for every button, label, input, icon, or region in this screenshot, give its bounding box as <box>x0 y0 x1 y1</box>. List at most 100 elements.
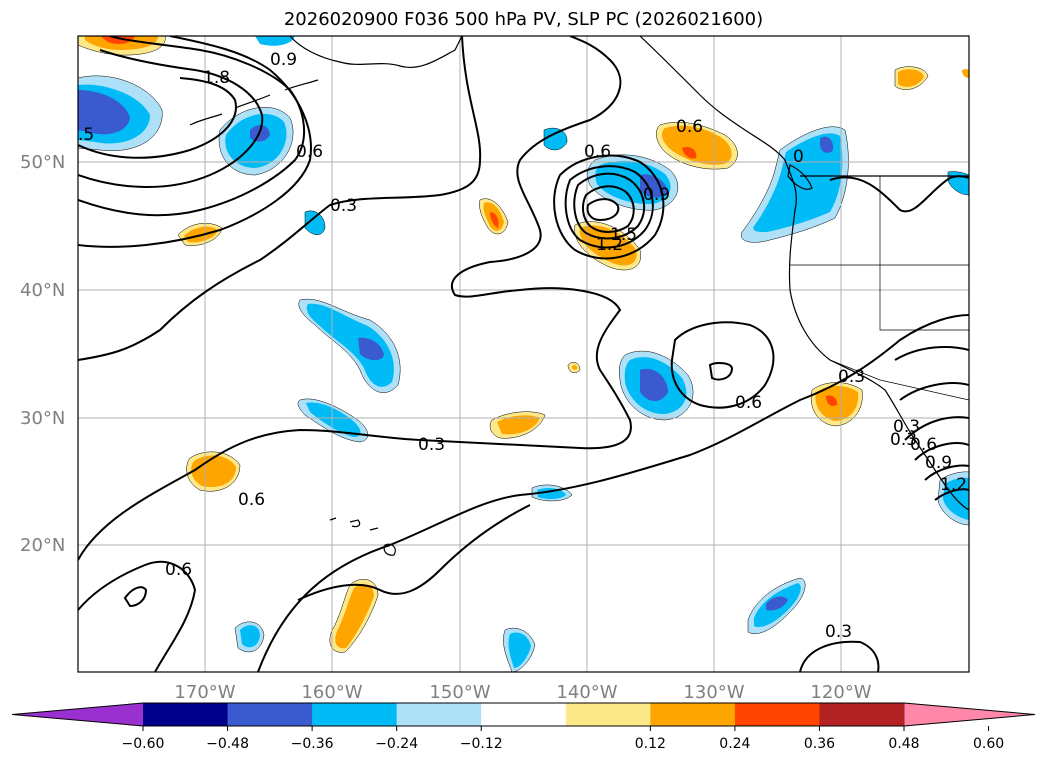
contour-label: 0.6 <box>165 560 192 580</box>
lat-label: 50°N <box>20 152 65 173</box>
contour-label: 0.3 <box>418 435 445 455</box>
contour-label: 0.9 <box>925 453 952 473</box>
longitude-labels: 170°W 160°W 150°W 140°W 130°W 120°W <box>174 682 871 703</box>
state-border <box>790 176 969 401</box>
pv-blob <box>240 625 260 648</box>
contour-label: 1.5 <box>610 225 637 245</box>
colorbar-tick-label: −0.12 <box>460 736 503 752</box>
panhandle-coast <box>639 36 969 511</box>
colorbar-tick-label: 0.24 <box>719 736 750 752</box>
contour-line <box>78 77 237 159</box>
colorbar-bin <box>227 703 313 726</box>
pv-blob <box>191 455 236 488</box>
contour-label: 0.9 <box>643 185 670 205</box>
colorbar-tick-label: 0.60 <box>973 736 1004 752</box>
contour-label: 0.6 <box>238 490 265 510</box>
pv-blob <box>572 365 578 370</box>
contour-label: 1.2 <box>596 235 623 255</box>
contour-label: 0.3 <box>825 622 852 642</box>
colorbar-bin <box>396 703 482 726</box>
contour-line <box>297 504 531 601</box>
colorbar-extend-min <box>12 703 143 726</box>
contour-line <box>553 154 665 260</box>
pv-blob <box>640 368 668 401</box>
contour-label: 0.6 <box>296 142 323 162</box>
contour-labels: 1.8 0.9 0.6 0.3 0.6 0.9 1.5 1.2 0.6 0.6 … <box>78 50 967 642</box>
contour-line <box>829 175 969 213</box>
coastlines <box>189 36 969 556</box>
colorbar-bin <box>481 703 567 726</box>
contour-label: 1.8 <box>203 68 230 88</box>
contour-line <box>78 49 264 188</box>
lon-label: 150°W <box>429 682 490 703</box>
contour-label: 0.6 <box>735 393 762 413</box>
pv-blob <box>508 632 531 668</box>
contour-line <box>799 640 880 672</box>
pv-blob <box>962 69 969 78</box>
colorbar-bin <box>312 703 398 726</box>
pv-blob <box>682 147 697 159</box>
contour-line <box>257 314 969 672</box>
pv-blob <box>335 583 374 649</box>
contour-label: 0.3 <box>893 417 920 437</box>
contour-line <box>573 172 646 240</box>
lat-label: 30°N <box>20 408 65 429</box>
colorbar-tick-label: 0.48 <box>888 736 919 752</box>
colorbar-tick-label: −0.60 <box>122 736 165 752</box>
lon-label: 170°W <box>174 682 235 703</box>
colorbar-tick-label: −0.24 <box>375 736 418 752</box>
contour-line <box>78 36 312 248</box>
contour-label: 0.3 <box>890 430 917 450</box>
lat-label: 20°N <box>20 535 65 556</box>
contour-label: 0.9 <box>270 50 297 70</box>
hawaii-islands <box>329 517 396 556</box>
colorbar-tick-label: −0.36 <box>291 736 334 752</box>
slp-contours <box>78 36 969 672</box>
pv-negative-anomalies <box>78 36 969 672</box>
contour-label: .5 <box>78 125 94 145</box>
colorbar-bin <box>819 703 905 726</box>
pv-blob <box>820 136 834 153</box>
colorbar-bin <box>565 703 651 726</box>
lon-label: 160°W <box>301 682 362 703</box>
pv-blob <box>543 127 568 151</box>
colorbar-extend-max <box>904 703 1035 726</box>
contour-label: 0.6 <box>910 435 937 455</box>
latitude-labels: 50°N 40°N 30°N 20°N <box>20 152 65 556</box>
pv-positive-anomalies <box>78 36 969 653</box>
vancouver-island <box>787 164 813 190</box>
colorbar-tick-label: −0.48 <box>206 736 249 752</box>
contour-line <box>670 321 775 409</box>
contour-label: 0.6 <box>676 117 703 137</box>
colorbar-bin <box>143 703 229 726</box>
pv-blob <box>255 36 295 46</box>
contour-line <box>78 36 632 561</box>
pv-blob <box>306 402 361 437</box>
pv-blob <box>497 415 540 435</box>
pv-blob <box>766 596 788 611</box>
alaska-coast <box>289 36 463 68</box>
contour-line <box>581 185 635 233</box>
contour-label: 0.3 <box>330 196 357 216</box>
lon-label: 120°W <box>810 682 871 703</box>
contour-line <box>708 362 734 381</box>
contour-line <box>123 586 148 608</box>
pv-blob <box>78 90 130 135</box>
contour-label: 0.6 <box>584 142 611 162</box>
contour-label: 0 <box>793 147 804 167</box>
pv-blob <box>306 303 394 387</box>
plot-border <box>77 35 970 673</box>
pv-blob <box>100 36 135 44</box>
lon-label: 140°W <box>556 682 617 703</box>
colorbar-tick-label: 0.36 <box>804 736 835 752</box>
map-title: 2026020900 F036 500 hPa PV, SLP PC (2026… <box>283 9 764 30</box>
contour-line <box>894 346 969 501</box>
pv-blob <box>826 395 838 406</box>
pv-blob <box>304 210 326 235</box>
pv-blob <box>358 337 384 361</box>
contour-label: 1.2 <box>940 475 967 495</box>
pv-blob <box>490 212 499 228</box>
contour-label: 0.3 <box>838 367 865 387</box>
colorbar-bin <box>734 703 820 726</box>
